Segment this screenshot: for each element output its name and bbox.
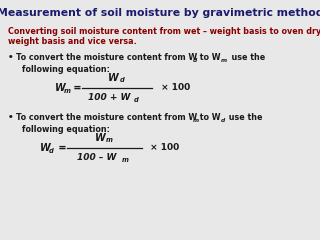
Text: Measurement of soil moisture by gravimetric method: Measurement of soil moisture by gravimet… <box>0 8 320 18</box>
Text: d: d <box>134 97 138 103</box>
Text: Converting soil moisture content from wet – weight basis to oven dry-: Converting soil moisture content from we… <box>8 28 320 36</box>
Text: use the: use the <box>226 54 265 62</box>
Text: 100 – W: 100 – W <box>77 154 116 162</box>
Text: =: = <box>55 143 67 153</box>
Text: m: m <box>106 137 113 143</box>
Text: W: W <box>40 143 51 153</box>
Text: To convert the moisture content from W: To convert the moisture content from W <box>16 114 197 122</box>
Text: to W: to W <box>197 114 220 122</box>
Text: × 100: × 100 <box>147 144 179 152</box>
Text: To convert the moisture content from W: To convert the moisture content from W <box>16 54 197 62</box>
Text: W: W <box>55 83 66 93</box>
Text: W: W <box>108 73 118 83</box>
Text: m: m <box>64 88 71 94</box>
Text: d: d <box>49 148 54 154</box>
Text: to W: to W <box>197 54 220 62</box>
Text: d: d <box>193 58 197 62</box>
Text: d: d <box>221 118 225 122</box>
Text: •: • <box>8 114 14 122</box>
Text: following equation:: following equation: <box>22 125 110 133</box>
Text: weight basis and vice versa.: weight basis and vice versa. <box>8 37 137 47</box>
Text: × 100: × 100 <box>158 84 190 92</box>
Text: d: d <box>120 77 124 83</box>
Text: 100 + W: 100 + W <box>88 94 130 102</box>
Text: following equation:: following equation: <box>22 65 110 73</box>
Text: m: m <box>193 118 199 122</box>
Text: use the: use the <box>226 114 262 122</box>
Text: m: m <box>221 58 227 62</box>
Text: W: W <box>95 133 106 143</box>
Text: =: = <box>70 83 82 93</box>
Text: m: m <box>122 157 129 163</box>
Text: •: • <box>8 54 14 62</box>
